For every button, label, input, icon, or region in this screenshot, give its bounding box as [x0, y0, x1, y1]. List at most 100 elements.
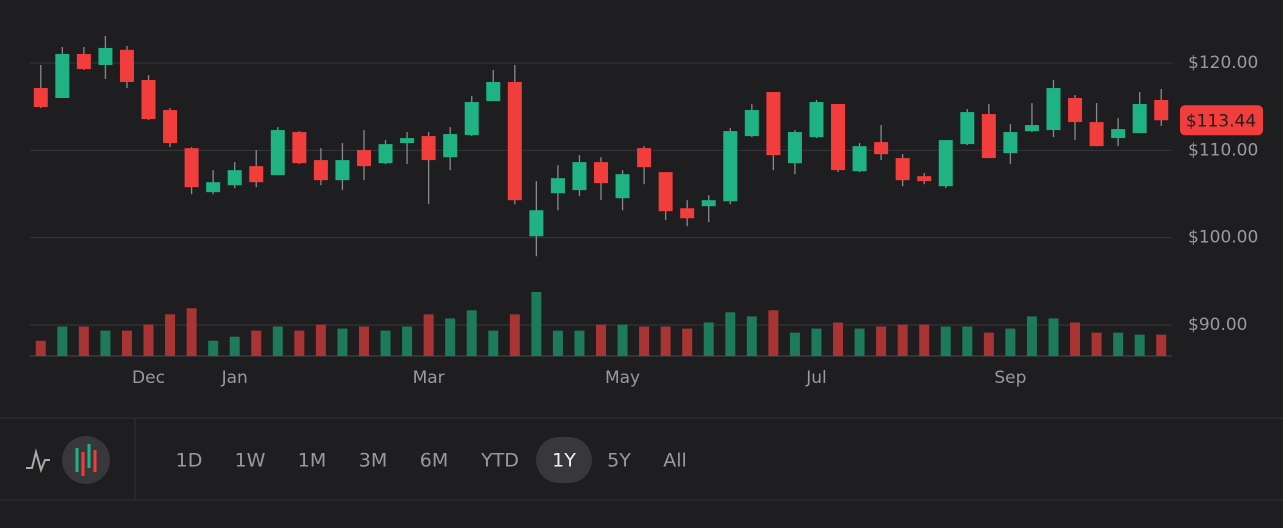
volume-bar [940, 326, 951, 356]
candle-body [895, 158, 910, 181]
volume-bar [251, 330, 262, 356]
volume-bar [703, 322, 714, 356]
volume-bar [315, 324, 326, 356]
candle-body [464, 102, 479, 136]
candle-body [55, 53, 70, 98]
candle-body [227, 170, 242, 186]
volume-bar [100, 330, 111, 356]
candle-body [421, 136, 436, 161]
range-selected-bg [536, 437, 592, 483]
candle-body [658, 172, 673, 212]
range-button[interactable]: 5Y [607, 450, 631, 472]
candle-body [723, 131, 738, 202]
candle-body [184, 148, 199, 188]
y-tick-label: $110.00 [1188, 140, 1258, 160]
range-button[interactable]: 1D [176, 450, 203, 472]
candle-body [680, 208, 695, 219]
volume-bar [165, 314, 176, 356]
candle-body [141, 80, 156, 120]
candle-body [938, 140, 953, 187]
volume-bar [445, 318, 456, 356]
volume-bar [854, 328, 865, 356]
candle-body [486, 82, 501, 102]
candle-body [594, 162, 608, 184]
candle-body [119, 49, 134, 83]
volume-bar [294, 330, 305, 356]
volume-bar [229, 336, 240, 356]
candle-body [615, 174, 630, 199]
volume-bar [143, 324, 154, 356]
x-tick-label: Mar [413, 368, 445, 388]
candle-body [292, 132, 307, 164]
y-tick-label: $120.00 [1188, 53, 1258, 73]
range-button[interactable]: YTD [480, 450, 519, 472]
volume-bar [1070, 322, 1081, 356]
candle-body [874, 142, 889, 155]
candle-body [831, 104, 846, 171]
x-tick-label: Jan [221, 368, 248, 388]
volume-bar [876, 326, 887, 356]
volume-bar [574, 330, 585, 356]
candle-body [378, 144, 393, 164]
line-chart-toggle[interactable] [26, 448, 50, 474]
volume-bar [617, 324, 628, 356]
volume-bar [725, 312, 736, 356]
x-tick-label: Dec [132, 368, 165, 388]
y-tick-label: $100.00 [1188, 228, 1258, 248]
volume-bar [746, 316, 757, 356]
range-button[interactable]: 6M [420, 450, 448, 472]
volume-bar [402, 326, 413, 356]
x-tick-label: May [605, 368, 640, 388]
volume-bar [833, 322, 844, 356]
candle-body [1046, 88, 1061, 131]
volume-bar [466, 310, 477, 356]
volume-bar [1091, 332, 1102, 356]
volume-bar [639, 326, 650, 356]
candle-body [400, 138, 415, 144]
range-button[interactable]: 1Y [552, 450, 576, 472]
candle-body [766, 92, 781, 156]
candle-body [163, 110, 178, 144]
candle-body [1068, 97, 1083, 123]
range-button[interactable]: 1M [298, 450, 326, 472]
candle-body [507, 82, 522, 201]
candle-body [701, 200, 716, 207]
candle-body [98, 47, 113, 65]
candle-chart-toggle[interactable] [62, 436, 110, 484]
candle-body [1024, 125, 1039, 132]
candle-body [1154, 100, 1169, 121]
volume-bar [186, 308, 197, 356]
volume-bar [208, 340, 219, 356]
volume-bar [962, 326, 973, 356]
volume-bar [1134, 334, 1145, 356]
x-tick-label: Jul [805, 368, 827, 388]
candle-body [1089, 122, 1104, 147]
candle-body [1111, 129, 1126, 139]
volume-bar [337, 328, 348, 356]
candle-body [550, 178, 565, 194]
candle-body [787, 132, 802, 164]
volume-bar [983, 332, 994, 356]
candle-body [76, 53, 91, 69]
candle-body [33, 88, 48, 108]
candle-body [356, 150, 371, 167]
range-button[interactable]: 1W [235, 450, 266, 472]
range-button[interactable]: 3M [359, 450, 387, 472]
range-button[interactable]: All [663, 450, 687, 472]
candle-body [917, 176, 932, 182]
candle-body [249, 166, 264, 183]
volume-bar [811, 328, 822, 356]
candle-body [852, 146, 867, 172]
candle-body [313, 160, 328, 181]
candle-body [744, 110, 759, 137]
volume-bar [897, 324, 908, 356]
volume-bar [423, 314, 434, 356]
candle-body [637, 148, 652, 168]
candle-body [809, 102, 824, 138]
volume-bar [1005, 328, 1016, 356]
candle-body [981, 114, 996, 159]
volume-bar [1156, 334, 1167, 356]
candle-body [443, 134, 458, 158]
